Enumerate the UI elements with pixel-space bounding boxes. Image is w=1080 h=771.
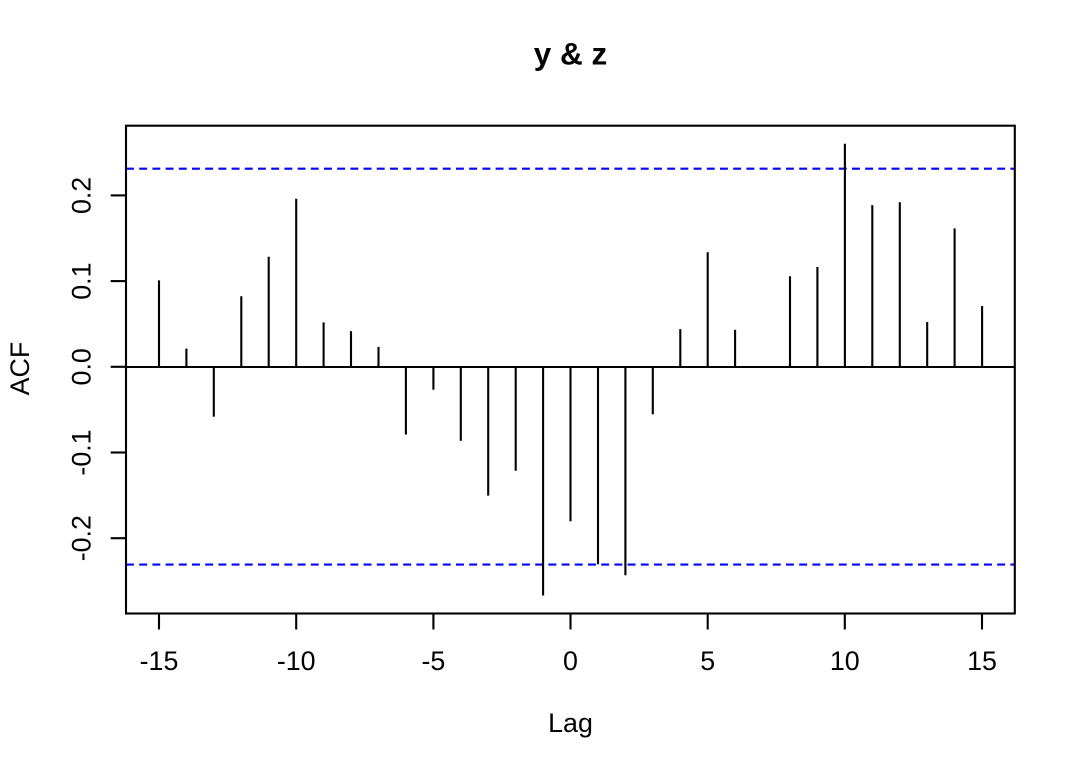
svg-text:-15: -15 (140, 646, 179, 676)
svg-text:Lag: Lag (548, 708, 593, 738)
svg-text:0.2: 0.2 (67, 177, 97, 214)
svg-text:-0.1: -0.1 (67, 429, 97, 475)
svg-text:ACF: ACF (5, 342, 35, 396)
svg-text:0.0: 0.0 (67, 348, 97, 385)
svg-text:-5: -5 (421, 646, 445, 676)
svg-text:10: 10 (830, 646, 860, 676)
svg-text:-10: -10 (277, 646, 316, 676)
svg-text:0: 0 (563, 646, 578, 676)
svg-text:-0.2: -0.2 (67, 515, 97, 561)
svg-text:0.1: 0.1 (67, 262, 97, 299)
svg-text:15: 15 (967, 646, 997, 676)
svg-text:5: 5 (700, 646, 715, 676)
svg-text:y & z: y & z (534, 36, 608, 72)
